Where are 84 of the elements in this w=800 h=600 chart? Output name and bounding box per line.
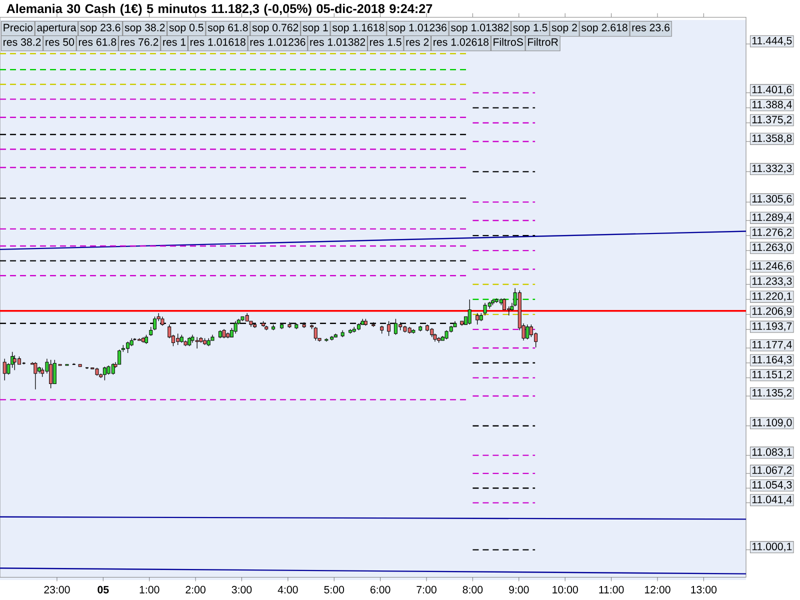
- annotation: sop 1.01236: [388, 24, 446, 34]
- x-tick-label: 6:00: [370, 586, 390, 594]
- y-tick-label: 11.276,2: [752, 228, 792, 238]
- candlestick: [222, 328, 226, 339]
- x-tick-label: 9:00: [509, 586, 529, 594]
- x-tick-label: 10:00: [552, 586, 578, 594]
- y-tick-label: 11.444,5: [752, 36, 792, 46]
- y-tick-label: 11.177,4: [752, 340, 792, 350]
- annotation: sop 2: [552, 24, 577, 34]
- candlestick: [468, 299, 472, 325]
- x-tick-label: 3:00: [232, 586, 252, 594]
- x-tick-label: 5:00: [324, 586, 344, 594]
- y-tick-label: 11.220,1: [752, 292, 792, 302]
- x-tick-label: 2:00: [186, 586, 206, 594]
- annotation: res 23.6: [632, 24, 670, 32]
- y-tick-label: 11.233,3: [752, 277, 792, 286]
- annotation: res 1.01236: [250, 38, 306, 46]
- y-tick-label: 11.067,2: [752, 466, 792, 476]
- annotation: res 1.01618: [190, 38, 246, 46]
- candlestick: [476, 312, 480, 325]
- x-tick-label: 1:00: [140, 586, 160, 594]
- annotation: sop 0.5: [169, 24, 204, 34]
- x-tick-label: 8:00: [462, 586, 483, 594]
- annotation: sop 1.01382: [450, 24, 509, 34]
- y-tick-label: 11.246,6: [752, 262, 792, 271]
- annotation: res 61.8: [78, 38, 116, 46]
- annotation: sop 0.762: [252, 24, 298, 34]
- candlestick: [188, 336, 192, 347]
- chart-title: Alemania 30 Cash (1€) 5 minutos 11.182,3 (-0,05%) 05-dic-2018 9:24:27: [6, 4, 432, 16]
- y-tick-label: 11.358,8: [752, 134, 792, 144]
- annotation: FiltroR: [528, 38, 558, 46]
- candlestick: [314, 326, 318, 341]
- annotation: Precio: [4, 24, 33, 32]
- candlestick: [2, 358, 6, 381]
- y-tick-label: 11.135,2: [752, 388, 792, 398]
- annotation: res 1.5: [370, 38, 402, 46]
- y-tick-label: 11.206,9: [752, 307, 792, 316]
- y-tick-label: 11.263,0: [752, 244, 792, 252]
- y-tick-label: 11.375,2: [752, 116, 792, 125]
- annotation: sop 1: [302, 24, 328, 34]
- annotation: res 76.2: [121, 38, 158, 46]
- candlestick: [118, 349, 122, 365]
- annotation: res 2: [406, 38, 429, 46]
- y-tick-label: 11.305,6: [752, 195, 792, 204]
- annotation: res 50: [46, 38, 74, 46]
- annotation: sop 1.1618: [332, 24, 384, 34]
- annotation: sop 23.6: [80, 24, 120, 34]
- candlestick: [102, 366, 106, 381]
- y-tick-label: 11.289,4: [752, 213, 792, 222]
- y-tick-label: 11.193,7: [752, 322, 792, 332]
- candlestick: [149, 326, 153, 336]
- candlestick: [168, 324, 172, 339]
- annotation: sop 2.618: [581, 24, 628, 34]
- y-tick-label: 11.164,3: [752, 356, 792, 365]
- x-tick-label: 12:00: [644, 586, 670, 594]
- x-tick-label: 23:00: [44, 586, 70, 594]
- annotation: sop 61.8: [208, 24, 248, 34]
- y-tick-label: 11.151,2: [752, 370, 792, 380]
- candlestick: [49, 360, 53, 389]
- y-tick-label: 11.000,1: [752, 542, 792, 552]
- annotation: FiltroS: [494, 38, 523, 46]
- x-tick-label: 11:00: [599, 586, 624, 594]
- x-tick-label: 05: [98, 586, 109, 594]
- y-tick-label: 11.388,4: [752, 100, 792, 110]
- annotation: sop 1.5: [513, 24, 548, 34]
- y-tick-label: 11.041,4: [752, 496, 792, 505]
- candlestick: [34, 362, 38, 390]
- annotation: res 1.01382: [310, 38, 366, 46]
- y-tick-label: 11.332,3: [752, 164, 792, 174]
- x-tick-label: 7:00: [416, 586, 436, 594]
- y-tick-label: 11.054,3: [752, 481, 792, 490]
- annotation: sop 38.2: [124, 24, 165, 34]
- x-tick-label: 4:00: [278, 586, 298, 594]
- annotation: apertura: [37, 24, 76, 34]
- y-tick-label: 11.109,0: [752, 418, 792, 428]
- candlestick: [502, 298, 506, 310]
- y-tick-label: 11.401,6: [752, 86, 792, 95]
- x-tick-label: 13:00: [691, 586, 717, 594]
- annotation: res 1: [163, 38, 186, 46]
- annotation: res 38.2: [4, 38, 41, 46]
- annotation: res 1.02618: [434, 38, 489, 46]
- y-tick-label: 11.083,1: [752, 448, 792, 458]
- candlestick: [526, 324, 530, 340]
- candlestick: [144, 334, 148, 344]
